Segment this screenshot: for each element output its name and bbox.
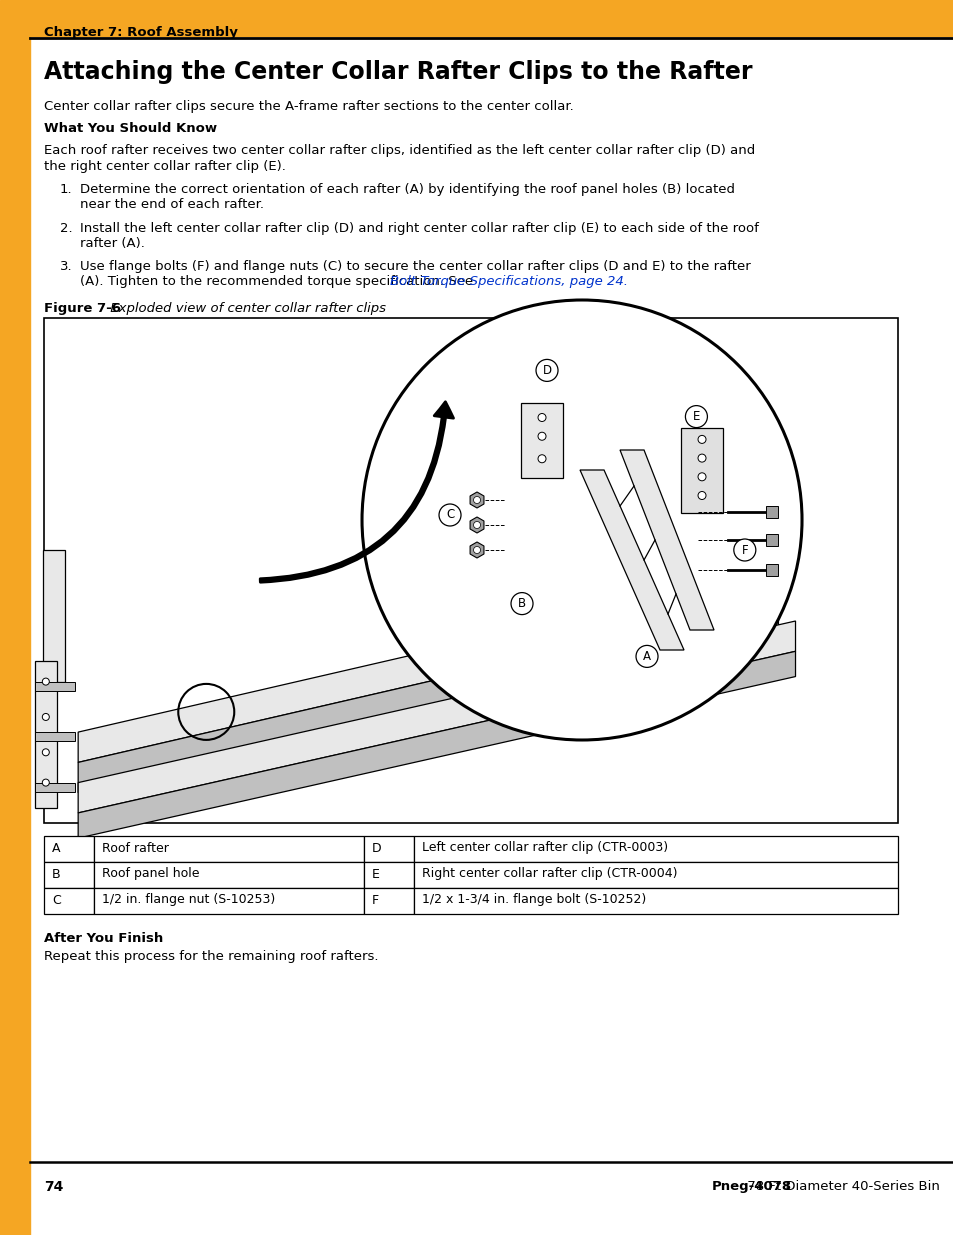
Circle shape <box>537 454 545 463</box>
Text: Install the left center collar rafter clip (D) and right center collar rafter cl: Install the left center collar rafter cl… <box>80 222 758 235</box>
Text: Left center collar rafter clip (CTR-0003): Left center collar rafter clip (CTR-0003… <box>421 841 667 855</box>
Bar <box>414 888 897 914</box>
Polygon shape <box>78 571 778 762</box>
Text: D: D <box>372 841 381 855</box>
Bar <box>34 662 57 808</box>
Polygon shape <box>765 534 778 546</box>
Circle shape <box>42 748 50 756</box>
Circle shape <box>537 414 545 421</box>
Text: 78 Ft Diameter 40-Series Bin: 78 Ft Diameter 40-Series Bin <box>742 1179 939 1193</box>
Bar <box>520 403 562 478</box>
Polygon shape <box>765 506 778 517</box>
Text: A: A <box>642 650 650 663</box>
Text: F: F <box>372 893 378 906</box>
Bar <box>34 783 74 792</box>
Circle shape <box>537 432 545 440</box>
Text: 1/2 x 1-3/4 in. flange bolt (S-10252): 1/2 x 1-3/4 in. flange bolt (S-10252) <box>421 893 645 906</box>
Bar <box>364 862 414 888</box>
Bar <box>30 0 953 36</box>
Circle shape <box>473 521 480 529</box>
Text: Determine the correct orientation of each rafter (A) by identifying the roof pan: Determine the correct orientation of eac… <box>80 183 734 196</box>
Text: near the end of each rafter.: near the end of each rafter. <box>80 198 264 211</box>
Text: Use flange bolts (F) and flange nuts (C) to secure the center collar rafter clip: Use flange bolts (F) and flange nuts (C)… <box>80 261 750 273</box>
Circle shape <box>473 496 480 504</box>
Bar <box>43 551 65 682</box>
Bar <box>364 836 414 862</box>
Circle shape <box>361 300 801 740</box>
Text: C: C <box>445 509 454 521</box>
Polygon shape <box>579 471 683 650</box>
Polygon shape <box>470 492 483 508</box>
Polygon shape <box>470 517 483 534</box>
Bar <box>34 682 74 690</box>
Bar <box>44 836 94 862</box>
Text: B: B <box>52 867 61 881</box>
Circle shape <box>733 538 755 561</box>
Text: 1/2 in. flange nut (S-10253): 1/2 in. flange nut (S-10253) <box>102 893 275 906</box>
Polygon shape <box>619 450 713 630</box>
Text: After You Finish: After You Finish <box>44 932 163 945</box>
Circle shape <box>636 646 658 667</box>
Bar <box>44 888 94 914</box>
Text: C: C <box>52 893 61 906</box>
Text: What You Should Know: What You Should Know <box>44 122 217 135</box>
Bar <box>94 862 364 888</box>
Circle shape <box>536 359 558 382</box>
Text: Pneg-4078: Pneg-4078 <box>711 1179 791 1193</box>
Circle shape <box>42 678 50 685</box>
Polygon shape <box>470 542 483 558</box>
Text: B: B <box>517 597 525 610</box>
Polygon shape <box>765 564 778 576</box>
Text: D: D <box>542 364 551 377</box>
Text: E: E <box>692 410 700 424</box>
Text: 1.: 1. <box>60 183 72 196</box>
Text: Figure 7-6: Figure 7-6 <box>44 303 121 315</box>
Bar <box>44 862 94 888</box>
Text: Exploded view of center collar rafter clips: Exploded view of center collar rafter cl… <box>106 303 386 315</box>
Text: 3.: 3. <box>60 261 72 273</box>
Text: (A). Tighten to the recommended torque specification. See: (A). Tighten to the recommended torque s… <box>80 275 476 288</box>
Bar <box>94 836 364 862</box>
Polygon shape <box>78 600 778 793</box>
Text: 2.: 2. <box>60 222 72 235</box>
Text: Roof panel hole: Roof panel hole <box>102 867 199 881</box>
Circle shape <box>42 714 50 720</box>
Circle shape <box>698 473 705 480</box>
Bar <box>414 862 897 888</box>
Polygon shape <box>78 651 795 839</box>
Text: Each roof rafter receives two center collar rafter clips, identified as the left: Each roof rafter receives two center col… <box>44 144 755 157</box>
Text: Repeat this process for the remaining roof rafters.: Repeat this process for the remaining ro… <box>44 950 378 963</box>
Circle shape <box>684 405 707 427</box>
Circle shape <box>42 779 50 787</box>
Bar <box>414 836 897 862</box>
Circle shape <box>438 504 460 526</box>
Bar <box>680 427 722 513</box>
Text: A: A <box>52 841 60 855</box>
Text: Chapter 7: Roof Assembly: Chapter 7: Roof Assembly <box>44 26 237 40</box>
Text: rafter (A).: rafter (A). <box>80 237 145 249</box>
Text: Center collar rafter clips secure the A-frame rafter sections to the center coll: Center collar rafter clips secure the A-… <box>44 100 573 112</box>
Text: F: F <box>740 543 747 557</box>
Text: Bolt Torque Specifications, page 24.: Bolt Torque Specifications, page 24. <box>390 275 628 288</box>
Bar <box>0 0 30 1235</box>
Bar <box>94 888 364 914</box>
Bar <box>364 888 414 914</box>
Circle shape <box>473 547 480 553</box>
Polygon shape <box>78 621 795 813</box>
Circle shape <box>698 492 705 499</box>
Text: Roof rafter: Roof rafter <box>102 841 169 855</box>
Text: Attaching the Center Collar Rafter Clips to the Rafter: Attaching the Center Collar Rafter Clips… <box>44 61 752 84</box>
Text: E: E <box>372 867 379 881</box>
Text: 74: 74 <box>44 1179 63 1194</box>
Text: Right center collar rafter clip (CTR-0004): Right center collar rafter clip (CTR-000… <box>421 867 677 881</box>
Text: the right center collar rafter clip (E).: the right center collar rafter clip (E). <box>44 161 286 173</box>
Circle shape <box>698 436 705 443</box>
Bar <box>44 317 897 823</box>
Circle shape <box>698 454 705 462</box>
Bar <box>34 732 74 741</box>
FancyArrowPatch shape <box>260 401 453 582</box>
Circle shape <box>511 593 533 615</box>
